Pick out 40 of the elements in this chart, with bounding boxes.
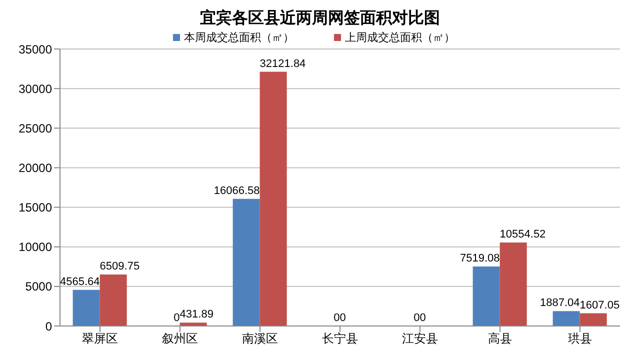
y-tick-label: 25000 bbox=[18, 121, 52, 136]
y-tick-label: 0 bbox=[45, 319, 52, 334]
data-label: 16066.58 bbox=[214, 184, 260, 197]
data-label: 431.89 bbox=[180, 308, 214, 321]
data-label: 4565.64 bbox=[60, 276, 100, 288]
y-tick-label: 20000 bbox=[18, 160, 52, 175]
bar bbox=[72, 290, 100, 326]
data-label: 10554.52 bbox=[500, 228, 546, 240]
y-tick-label: 10000 bbox=[18, 240, 52, 254]
bar bbox=[580, 313, 607, 326]
data-label: 32121.84 bbox=[260, 58, 306, 70]
x-tick-label: 高县 bbox=[488, 332, 512, 346]
bar bbox=[552, 311, 580, 326]
y-tick-label: 15000 bbox=[18, 200, 52, 215]
chart-title: 宜宾各区县近两周网签面积对比图 bbox=[199, 8, 441, 29]
y-tick-label: 5000 bbox=[25, 280, 52, 294]
x-tick-label: 珙县 bbox=[568, 332, 592, 346]
data-label: 1607.05 bbox=[580, 299, 620, 312]
data-label: 7519.08 bbox=[460, 252, 500, 264]
bar bbox=[500, 242, 527, 326]
data-label: 0 bbox=[174, 312, 180, 324]
legend-label: 本周成交总面积（㎡） bbox=[183, 30, 294, 45]
x-tick-label: 南溪区 bbox=[242, 332, 278, 346]
data-label: 0 bbox=[420, 312, 426, 324]
x-tick-label: 江安县 bbox=[402, 332, 438, 346]
bar bbox=[472, 266, 500, 326]
x-tick-label: 长宁县 bbox=[322, 332, 358, 346]
data-label: 0 bbox=[334, 312, 340, 324]
x-tick-label: 翠屏区 bbox=[82, 332, 118, 346]
bar bbox=[260, 72, 287, 326]
bar bbox=[100, 274, 127, 326]
data-label: 0 bbox=[414, 312, 420, 324]
data-label: 0 bbox=[340, 312, 346, 324]
x-tick-label: 叙州区 bbox=[162, 332, 198, 346]
legend-label: 上周成交总面积（㎡） bbox=[344, 30, 455, 45]
bar bbox=[232, 198, 260, 326]
y-tick-label: 30000 bbox=[18, 82, 52, 96]
data-label: 1887.04 bbox=[540, 297, 580, 310]
y-tick-label: 35000 bbox=[18, 42, 52, 56]
data-label: 6509.75 bbox=[100, 260, 140, 272]
